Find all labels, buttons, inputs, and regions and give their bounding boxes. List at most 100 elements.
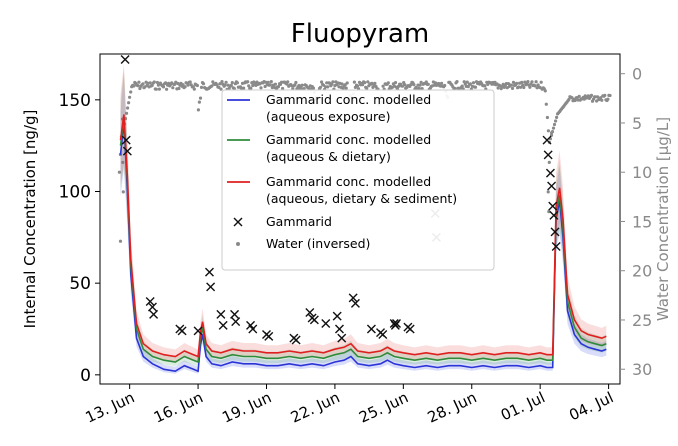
water-point [426, 82, 430, 86]
legend-label-line2: (aqueous exposure) [266, 109, 390, 124]
water-point [230, 81, 234, 85]
y-left-tick-label: 100 [59, 183, 91, 203]
water-point [440, 81, 444, 85]
water-point [418, 83, 422, 87]
water-point [545, 115, 550, 120]
x-tick-label: 19. Jun [219, 388, 274, 426]
water-point [302, 87, 306, 91]
legend-label: Gammarid [266, 214, 332, 229]
water-point [269, 80, 273, 84]
water-point [195, 83, 199, 88]
water-point [386, 81, 390, 85]
water-point [331, 80, 335, 84]
water-point [534, 80, 538, 84]
water-point [249, 86, 253, 90]
water-point [600, 98, 604, 102]
water-point [543, 89, 547, 93]
y-right-tick-label: 10 [632, 163, 652, 182]
water-point [370, 81, 374, 85]
gammarid-point [549, 210, 559, 220]
water-point [219, 87, 223, 91]
gammarid-point [350, 298, 360, 308]
legend: Gammarid conc. modelled (aqueous exposure… [221, 89, 495, 271]
water-point [363, 81, 367, 85]
water-point [393, 81, 398, 85]
water-point [552, 122, 557, 127]
water-point [403, 83, 407, 87]
gammarid-point [305, 308, 315, 317]
gammarid-point [206, 282, 216, 292]
water-point [177, 86, 181, 91]
water-point [546, 129, 551, 133]
water-point [420, 87, 424, 91]
legend-dot-swatch [236, 242, 240, 246]
water-point [352, 80, 356, 84]
water-point [554, 119, 558, 123]
water-point [266, 80, 270, 84]
water-point [567, 97, 571, 102]
water-point [201, 82, 206, 86]
gammarid-point [334, 324, 344, 334]
legend-label: Gammarid conc. modelled [266, 132, 431, 147]
water-point [460, 84, 464, 88]
water-point [125, 111, 129, 115]
gammarid-point [543, 150, 553, 160]
gammarid-point [551, 242, 561, 251]
water-point [519, 85, 523, 89]
x-tick-label: 04. Jul [566, 388, 616, 424]
gammarid-point [550, 227, 560, 237]
x-tick-label: 13. Jun [83, 388, 138, 426]
water-point [165, 87, 169, 91]
water-point [210, 84, 214, 88]
gammarid-point [145, 297, 155, 306]
y-left-tick-label: 150 [59, 91, 91, 111]
gammarid-point [337, 333, 347, 343]
water-point [533, 84, 537, 88]
legend-entry: Gammarid conc. modelled (aqueous exposure… [227, 92, 431, 124]
water-point [573, 98, 577, 103]
water-point [293, 83, 297, 87]
y-right-tick-label: 15 [632, 212, 652, 231]
water-point [606, 97, 610, 101]
gammarid-point [291, 335, 301, 345]
gammarid-point [216, 309, 226, 319]
water-point [443, 83, 447, 88]
gammarid-point [366, 324, 376, 334]
water-point [599, 96, 603, 100]
water-point [551, 126, 556, 130]
gammarid-point [177, 326, 187, 336]
water-point [152, 80, 156, 84]
water-point [281, 86, 285, 91]
water-point [603, 93, 607, 97]
water-point [129, 90, 133, 94]
x-tick-label: 25. Jun [356, 388, 411, 426]
water-point [229, 83, 233, 87]
water-point [199, 85, 204, 89]
legend-label-line2: (aqueous & dietary) [266, 149, 391, 164]
y-axis-right: 0 5 10 15 20 25 30 [620, 65, 652, 379]
legend-label-line2: (aqueous, dietary & sediment) [266, 191, 457, 206]
water-point [510, 86, 515, 90]
water-point [196, 108, 200, 112]
water-point [197, 100, 201, 104]
water-point [468, 82, 472, 86]
water-point [311, 86, 315, 90]
gammarid-point [248, 324, 258, 334]
legend-label: Water (inversed) [266, 236, 370, 251]
water-point [424, 80, 428, 84]
legend-entry: Gammarid [233, 214, 332, 229]
gammarid-point [405, 324, 415, 334]
water-point [417, 86, 421, 90]
water-point [483, 84, 487, 88]
water-point [547, 210, 551, 214]
gammarid-point [332, 311, 342, 321]
water-point [555, 115, 559, 119]
y-right-tick-label: 25 [632, 311, 652, 330]
gammarid-point [348, 293, 358, 303]
water-point [192, 87, 196, 91]
y-left-tick-label: 50 [69, 274, 91, 294]
water-point [276, 85, 281, 89]
water-point [181, 83, 185, 87]
legend-entry: Gammarid conc. modelled (aqueous & dietar… [227, 132, 431, 164]
